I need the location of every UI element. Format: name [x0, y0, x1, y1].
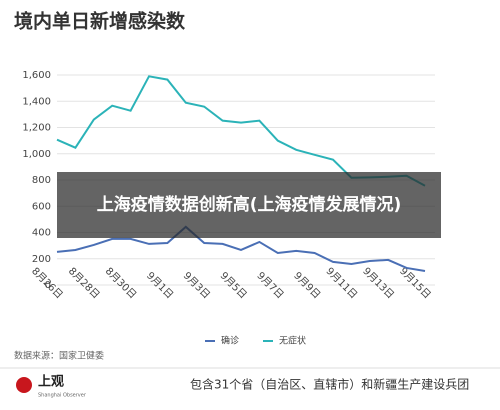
x-tick-label: 9月15日	[397, 265, 433, 301]
y-tick-label: 1,400	[22, 96, 51, 107]
x-tick-label: 9月11日	[324, 265, 360, 301]
x-tick-label: 8月30日	[103, 265, 139, 301]
x-tick-label: 8月28日	[66, 265, 102, 301]
legend-label: 确诊	[221, 335, 239, 347]
legend-label: 无症状	[279, 335, 306, 347]
chart-title: 境内单日新增感染数	[14, 10, 186, 33]
source: 数据来源：国家卫健委	[14, 350, 104, 362]
banner: 上海疫情数据创新高(上海疫情发展情况)	[57, 172, 441, 238]
y-tick-label: 400	[32, 228, 51, 239]
x-tick-label: 8月26日	[29, 265, 65, 301]
logo: 上观	[38, 375, 64, 390]
x-tick-label: 9月13日	[360, 265, 396, 301]
y-tick-label: 1,200	[22, 123, 51, 134]
line-series	[56, 225, 426, 272]
y-tick-label: 200	[32, 254, 51, 265]
footer-text: 包含31个省（自治区、直辖市）和新疆生产建设兵团	[190, 377, 469, 392]
y-tick-label: 1,000	[22, 149, 51, 160]
logo-sub: Shanghai Observer	[38, 393, 87, 399]
y-tick-label: 600	[32, 201, 51, 212]
y-tick-label: 1,600	[22, 70, 51, 81]
y-tick-label: 0	[45, 280, 51, 291]
line-series	[56, 75, 426, 187]
y-tick-label: 800	[32, 175, 51, 186]
logo-icon	[16, 377, 32, 393]
banner-text: 上海疫情数据创新高(上海疫情发展情况)	[96, 195, 402, 215]
